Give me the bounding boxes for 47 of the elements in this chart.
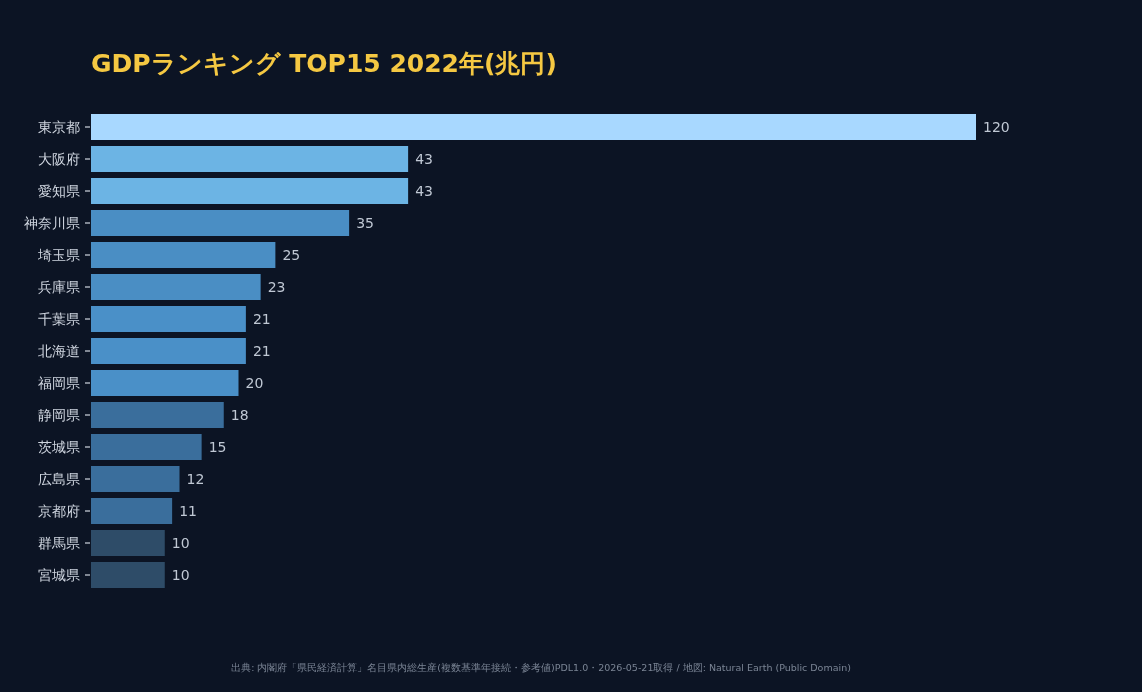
data-label: 15 [208, 439, 227, 455]
bar [91, 242, 276, 268]
y-tick-label: 北海道 [38, 343, 80, 359]
bar [91, 178, 409, 204]
y-tick-label: 茨城県 [38, 439, 80, 455]
data-label: 12 [186, 471, 205, 487]
y-tick-label: 福岡県 [38, 375, 80, 391]
bar [91, 338, 246, 364]
y-tick-label: 宮城県 [38, 567, 80, 583]
bar [91, 530, 165, 556]
data-label: 43 [415, 151, 433, 167]
source-note: 出典: 内閣府「県民経済計算」名目県内総生産(複数基準年接続・参考値)PDL1.0・2026-05-21取得 / 地図: Natural Earth (Public Domain) [231, 662, 851, 673]
y-tick-label: 静岡県 [38, 407, 80, 423]
bar [91, 402, 224, 428]
data-label: 10 [171, 535, 190, 551]
data-label: 21 [252, 311, 271, 327]
bar [91, 210, 350, 236]
bar [91, 466, 180, 492]
bar [91, 114, 976, 140]
data-label: 43 [415, 183, 433, 199]
y-tick-label: 広島県 [38, 471, 80, 487]
data-label: 21 [252, 343, 271, 359]
y-tick-label: 群馬県 [38, 535, 80, 551]
data-label: 120 [983, 119, 1010, 135]
bar [91, 370, 239, 396]
y-tick-label: 大阪府 [38, 151, 80, 167]
bar [91, 562, 165, 588]
data-label: 25 [282, 247, 301, 263]
y-tick-label: 京都府 [38, 503, 80, 519]
y-tick-label: 埼玉県 [37, 247, 80, 263]
y-tick-label: 東京都 [38, 119, 80, 135]
data-label: 10 [171, 567, 190, 583]
bar [91, 498, 173, 524]
data-label: 18 [230, 407, 249, 423]
chart-title: GDPランキング TOP15 2022年(兆円) [91, 49, 557, 78]
bar [91, 274, 261, 300]
data-label: 20 [245, 375, 264, 391]
y-tick-label: 千葉県 [38, 311, 80, 327]
data-label: 35 [356, 215, 374, 231]
y-tick-label: 神奈川県 [24, 215, 80, 231]
y-tick-label: 愛知県 [38, 183, 80, 199]
bar [91, 434, 202, 460]
data-label: 23 [267, 279, 286, 295]
bar [91, 146, 409, 172]
bar [91, 306, 246, 332]
data-label: 11 [179, 503, 197, 519]
y-tick-label: 兵庫県 [38, 279, 80, 295]
